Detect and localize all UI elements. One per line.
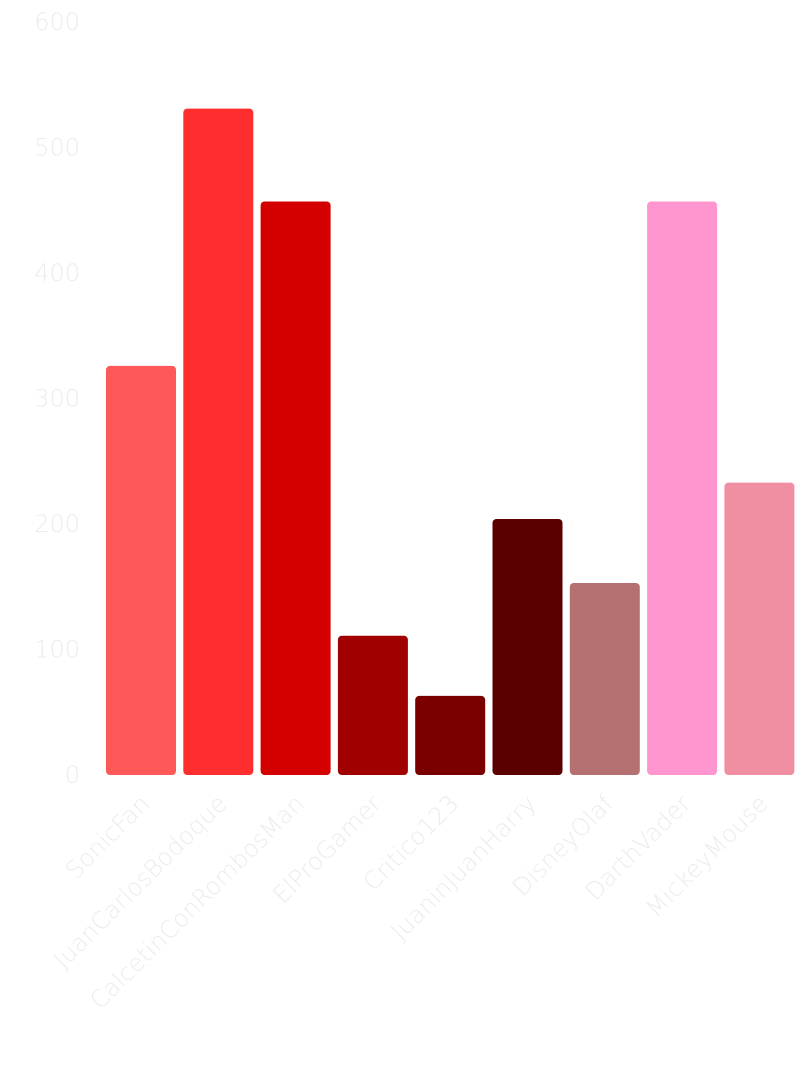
x-axis: SonicFanJuanCarlosBodoqueCalcetinConRomb…: [48, 789, 774, 1015]
y-tick-label: 300: [34, 385, 80, 413]
bar-disneyolaf: [569, 582, 640, 775]
y-tick-label: 400: [34, 259, 80, 287]
y-tick-label: 600: [34, 8, 80, 36]
y-tick-label: 200: [34, 510, 80, 538]
y-tick-label: 0: [65, 761, 80, 789]
bar-darthvader: [647, 201, 718, 776]
y-tick-label: 500: [34, 134, 80, 162]
bar-calcetinconrombosman: [260, 201, 331, 776]
bar-critico123: [415, 695, 486, 775]
bar-juancarlosbodoque: [183, 108, 254, 776]
y-axis: 0 100 200 300 400 500 600: [34, 8, 80, 789]
bar-mickeymouse: [724, 482, 795, 775]
x-tick-label: JuaninJuanHarry: [385, 789, 541, 945]
bar-sonicfan: [106, 365, 176, 775]
bar-juaninjuanharry: [492, 518, 563, 775]
y-tick-label: 100: [34, 636, 80, 664]
bars: [106, 108, 795, 776]
bar-elprogamer: [337, 635, 408, 775]
